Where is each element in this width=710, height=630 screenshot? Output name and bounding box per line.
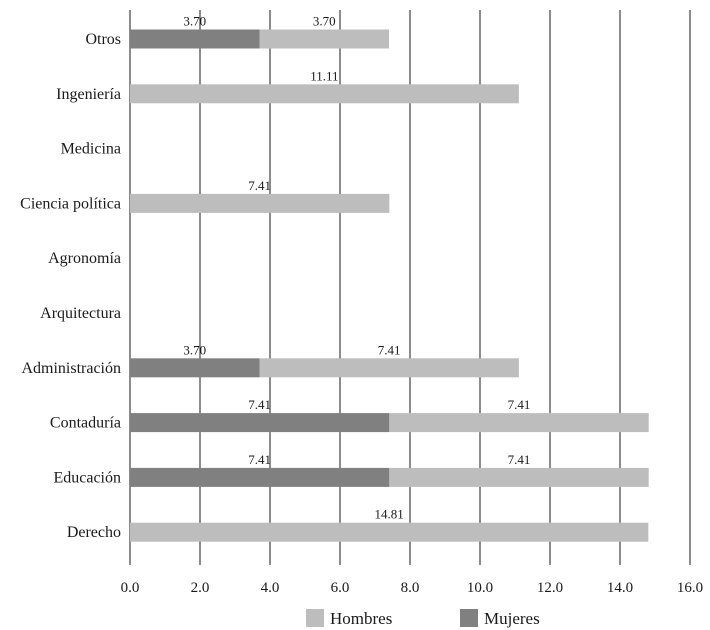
bar-hombres <box>130 522 649 542</box>
legend-swatch-hombres <box>306 609 324 627</box>
category-label: Ciencia política <box>20 195 121 212</box>
bar-hombres <box>259 29 389 49</box>
bar-hombres <box>389 413 649 433</box>
bar-hombres <box>389 467 649 487</box>
data-label: 7.41 <box>378 342 401 357</box>
data-labels: 3.70 3.70 11.11 7.41 3.70 7.41 7.41 7.41 7.41 7.4… <box>183 14 530 522</box>
data-label: 11.11 <box>310 68 338 83</box>
bar-hombres <box>130 193 390 213</box>
bar-mujeres <box>130 358 260 378</box>
x-tick-label: 16.0 <box>677 580 703 596</box>
legend-label-hombres: Hombres <box>330 609 392 628</box>
category-label: Medicina <box>61 141 121 158</box>
category-label: Ingeniería <box>56 86 121 103</box>
category-label: Agronomía <box>48 250 121 267</box>
category-label: Administración <box>21 360 121 377</box>
bar-mujeres <box>130 467 390 487</box>
legend: Hombres Mujeres <box>306 609 540 628</box>
data-label: 3.70 <box>183 342 206 357</box>
category-label: Arquitectura <box>40 305 121 322</box>
bar-mujeres <box>130 29 260 49</box>
x-tick-label: 8.0 <box>401 580 420 596</box>
bar-mujeres <box>130 413 390 433</box>
data-label: 7.41 <box>508 397 531 412</box>
bar-hombres <box>130 84 519 104</box>
data-label: 7.41 <box>248 452 271 467</box>
category-label: Derecho <box>67 524 121 541</box>
category-label: Contaduría <box>50 415 121 432</box>
bars <box>130 29 649 542</box>
data-label: 14.81 <box>375 507 404 522</box>
legend-swatch-mujeres <box>460 609 478 627</box>
x-tick-label: 14.0 <box>607 580 633 596</box>
category-labels: Otros Ingeniería Medicina Ciencia política A… <box>20 31 121 541</box>
x-tick-label: 6.0 <box>331 580 350 596</box>
data-label: 7.41 <box>248 178 271 193</box>
data-label: 3.70 <box>313 14 336 29</box>
x-tick-labels: 0.0 2.0 4.0 6.0 8.0 10.0 12.0 14.0 16.0 <box>121 580 704 596</box>
x-tick-label: 10.0 <box>467 580 493 596</box>
bar-hombres <box>259 358 519 378</box>
data-label: 3.70 <box>183 14 206 29</box>
data-label: 7.41 <box>508 452 531 467</box>
x-tick-label: 4.0 <box>261 580 280 596</box>
legend-label-mujeres: Mujeres <box>484 609 540 628</box>
x-tick-label: 2.0 <box>191 580 210 596</box>
x-tick-label: 0.0 <box>121 580 140 596</box>
category-label: Educación <box>53 469 121 486</box>
data-label: 7.41 <box>248 397 271 412</box>
category-label: Otros <box>85 31 121 48</box>
x-tick-label: 12.0 <box>537 580 563 596</box>
